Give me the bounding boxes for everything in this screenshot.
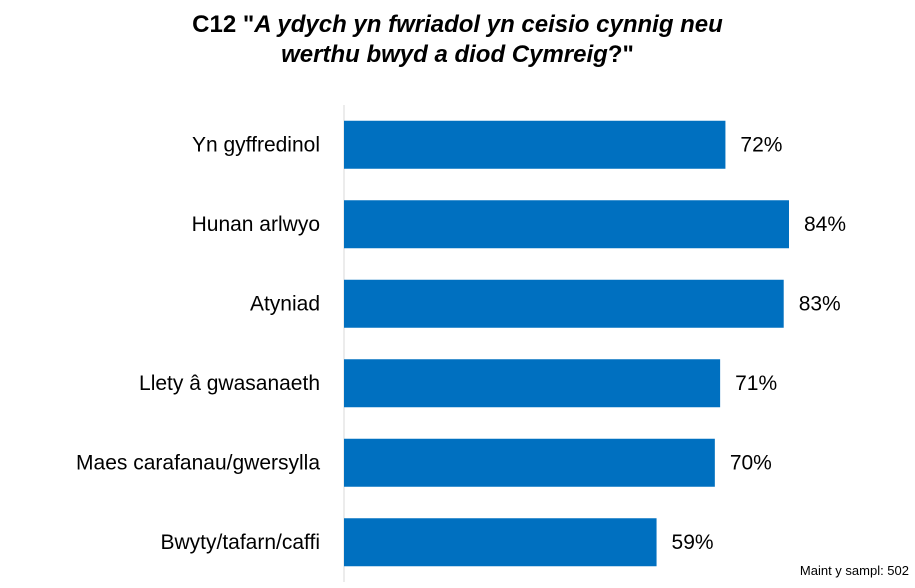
category-label: Hunan arlwyo bbox=[192, 213, 320, 236]
chart-title-quote-open: " bbox=[242, 11, 255, 38]
category-label: Atyniad bbox=[250, 292, 320, 315]
bar bbox=[344, 200, 789, 249]
value-label: 72% bbox=[740, 133, 782, 156]
bar bbox=[344, 359, 721, 408]
bars-layer bbox=[344, 120, 789, 567]
category-label: Yn gyffredinol bbox=[192, 133, 320, 156]
bar bbox=[344, 279, 784, 328]
category-label: Bwyty/tafarn/caffi bbox=[160, 531, 320, 554]
value-label: 83% bbox=[799, 292, 841, 315]
category-label: Llety â gwasanaeth bbox=[139, 372, 320, 395]
category-label: Maes carafanau/gwersylla bbox=[76, 451, 320, 474]
value-label: 84% bbox=[804, 213, 846, 236]
chart-title-question-line-2: werthu bwyd a diod Cymreig bbox=[281, 41, 608, 68]
category-labels-layer: Yn gyffredinol Hunan arlwyo Atyniad Llety â… bbox=[76, 133, 320, 554]
chart-title-close: ?" bbox=[607, 41, 634, 68]
bar bbox=[344, 438, 715, 487]
value-label: 59% bbox=[672, 531, 714, 554]
value-label: 71% bbox=[735, 372, 777, 395]
chart-title-question-line-1: A ydych yn fwriadol yn ceisio cynnig neu bbox=[254, 11, 723, 38]
chart-title-line-1: C12 "A ydych yn fwriadol yn ceisio cynni… bbox=[0, 10, 915, 40]
sample-size-note: Maint y sampl: 502 bbox=[799, 563, 909, 578]
value-labels-layer: 72% 84% 83% 71% 70% 59% bbox=[672, 133, 846, 554]
chart-title-code: C12 bbox=[192, 11, 237, 38]
bar bbox=[344, 518, 657, 567]
value-label: 70% bbox=[730, 451, 772, 474]
bar bbox=[344, 120, 726, 169]
chart-title: C12 "A ydych yn fwriadol yn ceisio cynni… bbox=[0, 10, 915, 70]
chart-title-line-2: werthu bwyd a diod Cymreig?" bbox=[0, 40, 915, 70]
